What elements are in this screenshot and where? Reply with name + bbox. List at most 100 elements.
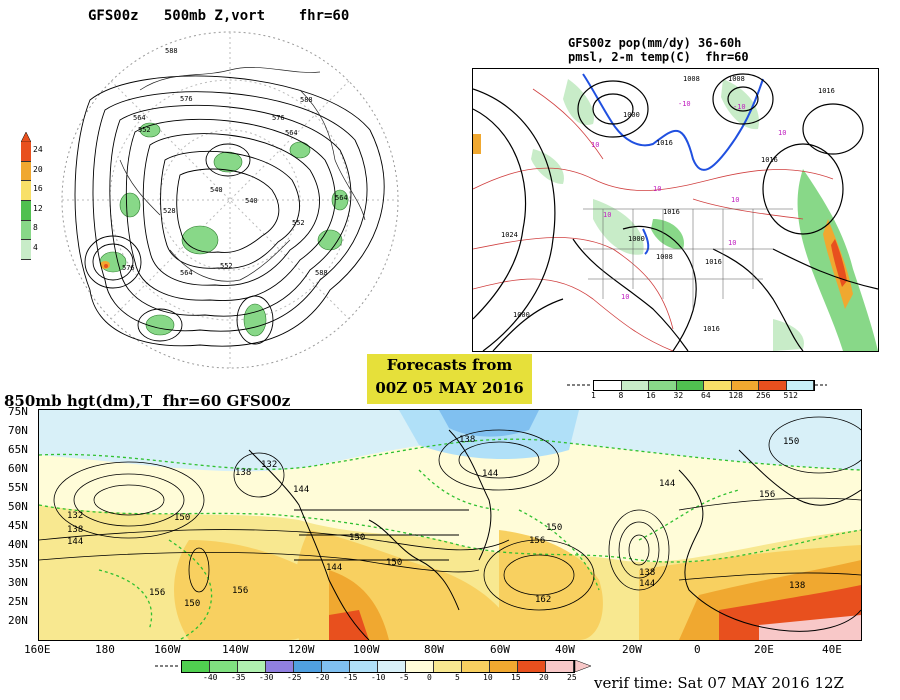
polar-map: 588 576 564 552 540 528 552 564 576 588 …: [61, 31, 399, 369]
polar-colorbar-swatch: [21, 142, 31, 162]
lon-label: 140W: [222, 643, 249, 656]
height-label: 138: [459, 435, 475, 445]
isobar-label: 1016: [705, 258, 722, 266]
main-colorbar-swatch: [406, 661, 434, 672]
isobar-label: 1000: [623, 111, 640, 119]
polar-title: GFS00z 500mb Z,vort fhr=60: [88, 8, 350, 24]
main-colorbar-label: -10: [371, 673, 386, 682]
main-colorbar-swatch: [210, 661, 238, 672]
height-label: 138: [639, 568, 655, 578]
main-colorbar-swatch: [434, 661, 462, 672]
height-label: 144: [293, 485, 309, 495]
polar-contour-label: 588: [165, 47, 178, 55]
lat-label: 30N: [8, 576, 28, 589]
isobar-label: 1016: [663, 208, 680, 216]
lon-label: 160E: [24, 643, 51, 656]
height-label: 132: [67, 511, 83, 521]
surface-colorbar-label: 512: [783, 391, 798, 400]
main-colorbar-swatch: [546, 661, 574, 672]
height-label: 138: [235, 468, 251, 478]
forecast-box-line2: 00Z 05 MAY 2016: [375, 379, 524, 397]
temp-label: 10: [731, 196, 739, 204]
main-colorbar-label: 15: [511, 673, 521, 682]
polar-colorbar-swatch: [21, 161, 31, 182]
main-map: 132 138 144 150 156 132 138 144 150 156 …: [38, 409, 862, 641]
lon-label: 80W: [424, 643, 444, 656]
isobar-label: 1016: [818, 87, 835, 95]
polar-contour-label: 552: [292, 219, 305, 227]
surface-colorbar-label: 32: [673, 391, 684, 400]
main-colorbar-swatch: [462, 661, 490, 672]
lon-label: 40E: [822, 643, 842, 656]
polar-contour-label: 564: [285, 129, 298, 137]
lat-label: 70N: [8, 424, 28, 437]
polar-colorbar-label: 4: [33, 242, 38, 252]
polar-contour-label: 576: [180, 95, 193, 103]
height-label: 156: [232, 586, 248, 596]
lat-label: 25N: [8, 595, 28, 608]
surface-colorbar-label: 256: [756, 391, 771, 400]
height-label: 132: [261, 460, 277, 470]
height-label: 150: [783, 437, 799, 447]
lon-label: 160W: [154, 643, 181, 656]
main-colorbar-swatch: [350, 661, 378, 672]
lon-label: 20E: [754, 643, 774, 656]
main-colorbar-label: -25: [287, 673, 302, 682]
lat-label: 50N: [8, 500, 28, 513]
surface-colorbar-swatch: [594, 381, 622, 390]
polar-contour-label: 540: [245, 197, 258, 205]
polar-contour-label: 588: [300, 96, 313, 104]
temp-label: 10: [728, 239, 736, 247]
height-label: 138: [67, 525, 83, 535]
height-label: 144: [482, 469, 498, 479]
polar-colorbar-swatch: [21, 220, 31, 241]
surface-colorbar-swatch: [731, 381, 759, 390]
polar-colorbar-swatch: [21, 240, 31, 261]
polar-colorbar: [21, 132, 31, 261]
height-label: 150: [174, 513, 190, 523]
surface-colorbar-swatch: [621, 381, 649, 390]
lat-label: 40N: [8, 538, 28, 551]
surface-title-line2: pmsl, 2-m temp(C) fhr=60: [568, 50, 749, 64]
lon-label: 120W: [288, 643, 315, 656]
isobar-label: 1016: [703, 325, 720, 333]
height-label: 150: [349, 533, 365, 543]
lon-label: 60W: [490, 643, 510, 656]
surface-colorbar-swatch: [704, 381, 732, 390]
height-label: 150: [386, 558, 402, 568]
polar-contour-label: 564: [133, 114, 146, 122]
polar-contour-label: 576: [122, 264, 135, 272]
temp-label: 10: [603, 211, 611, 219]
surface-colorbar-swatch: [676, 381, 704, 390]
lat-label: 65N: [8, 443, 28, 456]
height-label: 156: [149, 588, 165, 598]
polar-colorbar-swatch: [21, 201, 31, 221]
main-colorbar-label: -5: [399, 673, 409, 682]
lat-label: 35N: [8, 557, 28, 570]
height-label: 144: [659, 479, 675, 489]
main-colorbar-swatch: [518, 661, 546, 672]
temp-label: 10: [591, 141, 599, 149]
lat-label: 55N: [8, 481, 28, 494]
height-label: 150: [546, 523, 562, 533]
lon-label: 100W: [353, 643, 380, 656]
polar-contour-label: 552: [220, 262, 233, 270]
main-colorbar-label: 0: [427, 673, 432, 682]
main-colorbar-swatch: [294, 661, 322, 672]
main-title: 850mb hgt(dm),T fhr=60 GFS00z: [4, 392, 291, 410]
main-colorbar-swatch: [266, 661, 294, 672]
polar-colorbar-swatch: [21, 181, 31, 202]
height-label: 156: [529, 536, 545, 546]
height-label: 150: [184, 599, 200, 609]
surface-colorbar-swatch: [786, 381, 814, 390]
lat-label: 45N: [8, 519, 28, 532]
surface-map: 1024 1008 1008 1000 1016 1016 1016 1016 …: [472, 68, 879, 352]
height-label: 156: [759, 490, 775, 500]
polar-colorbar-label: 20: [33, 164, 43, 174]
main-colorbar-swatch: [490, 661, 518, 672]
surface-colorbar-swatch: [759, 381, 787, 390]
surface-title-line1: GFS00z pop(mm/dy) 36-60h: [568, 36, 742, 50]
temp-label: 10: [778, 129, 786, 137]
isobar-label: 1000: [628, 235, 645, 243]
height-label: 138: [789, 581, 805, 591]
